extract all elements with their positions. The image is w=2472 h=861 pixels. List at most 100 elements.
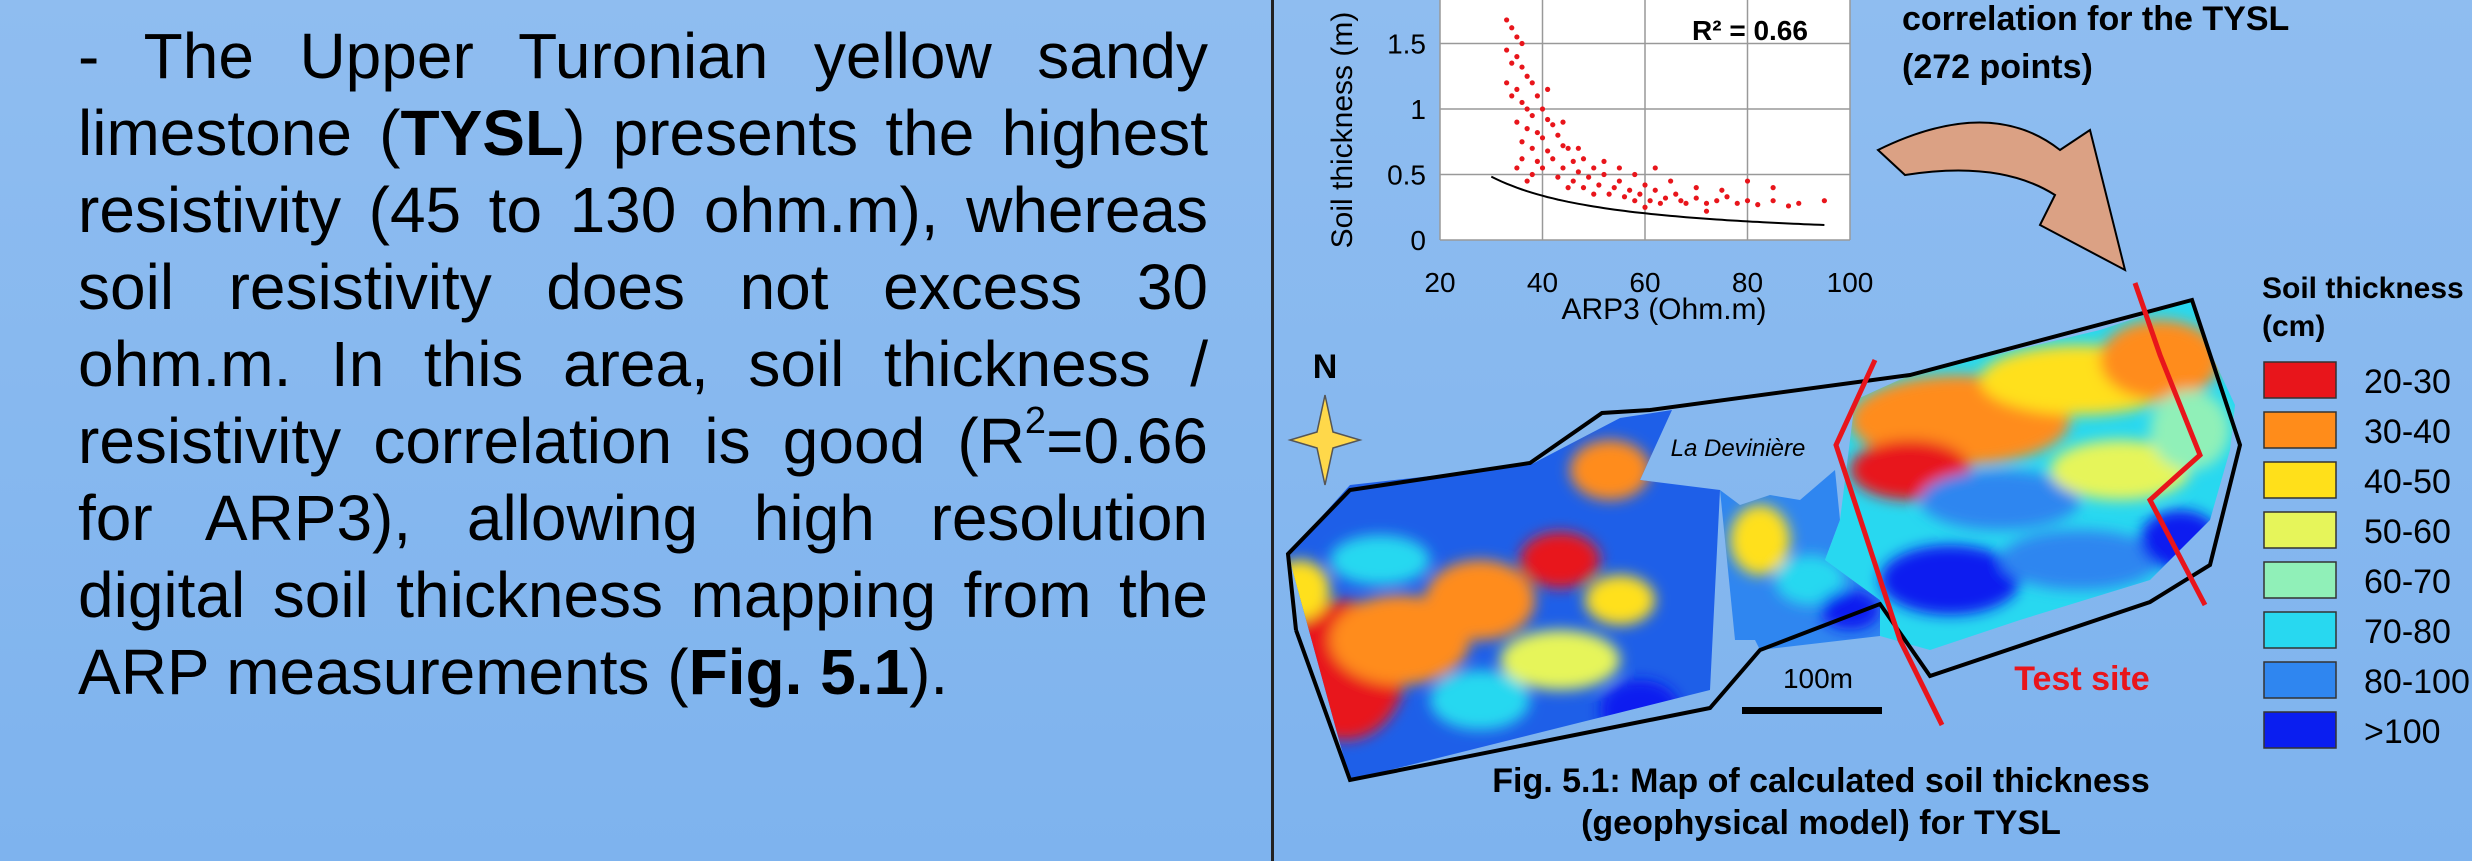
- caption-line1: Fig. 5.1: Map of calculated soil thickne…: [1492, 762, 2150, 800]
- scatter-title-line2: (272 points): [1902, 48, 2093, 86]
- data-point: [1575, 145, 1581, 151]
- data-point: [1642, 182, 1648, 188]
- data-point: [1560, 143, 1566, 149]
- map-region-east: [1825, 300, 2235, 650]
- data-point: [1734, 200, 1740, 206]
- data-point: [1668, 178, 1674, 184]
- data-point: [1539, 135, 1546, 141]
- x-tick-label: 60: [1629, 267, 1660, 298]
- legend-swatch: [2263, 361, 2337, 399]
- data-point: [1637, 191, 1643, 197]
- scatter-title-line1: correlation for the TYSL: [1902, 0, 2289, 38]
- data-point: [1519, 139, 1525, 145]
- data-point: [1755, 202, 1761, 208]
- data-point: [1560, 119, 1566, 125]
- data-point: [1565, 145, 1571, 151]
- map-boundary: [1285, 297, 2243, 783]
- paragraph-text-4: ).: [909, 636, 949, 708]
- test-site-line-east: [2132, 282, 2208, 607]
- data-point: [1714, 198, 1720, 204]
- legend-label: 50-60: [2364, 513, 2451, 551]
- data-point: [1545, 116, 1551, 123]
- data-point: [1632, 171, 1638, 178]
- data-point: [1657, 200, 1663, 206]
- data-point: [1627, 187, 1633, 193]
- data-point: [1591, 191, 1597, 197]
- y-tick-label: 0: [1410, 225, 1426, 256]
- legend-label: 60-70: [2364, 563, 2451, 601]
- legend-swatch: [2263, 511, 2337, 549]
- data-point: [1719, 187, 1725, 193]
- data-point: [1509, 93, 1515, 99]
- data-point: [1580, 185, 1587, 191]
- data-point: [1703, 208, 1710, 214]
- test-site-line-west: [1833, 358, 1945, 727]
- legend-swatch: [2263, 561, 2337, 599]
- legend-label: 40-50: [2364, 463, 2451, 501]
- y-axis-label: Soil thickness (m): [1326, 12, 1359, 249]
- data-point: [1519, 64, 1525, 70]
- data-point: [1652, 187, 1658, 193]
- data-point: [1529, 80, 1535, 86]
- data-point: [1570, 178, 1576, 184]
- data-point: [1703, 200, 1710, 206]
- legend-label: 70-80: [2364, 613, 2451, 651]
- data-point: [1586, 174, 1592, 180]
- data-point: [1514, 86, 1520, 92]
- data-point: [1616, 178, 1622, 184]
- data-point: [1632, 198, 1638, 204]
- legend-swatch: [2263, 611, 2337, 649]
- data-point: [1565, 185, 1571, 191]
- x-tick-label: 80: [1732, 267, 1763, 298]
- vertical-divider: [1271, 0, 1274, 861]
- data-point: [1545, 86, 1551, 92]
- data-point: [1652, 165, 1658, 171]
- data-point: [1662, 195, 1669, 201]
- data-point: [1591, 165, 1597, 171]
- figure-reference: Fig. 5.1: [688, 636, 910, 708]
- data-point: [1770, 185, 1776, 191]
- paragraph-text-1: The Upper Turonian yellow sandy limeston…: [78, 20, 1209, 169]
- data-point: [1642, 204, 1648, 210]
- legend-title-line2: (cm): [2262, 310, 2325, 343]
- data-point: [1601, 171, 1607, 178]
- north-arrow-icon: [1287, 394, 1363, 486]
- data-point: [1785, 203, 1792, 209]
- data-point: [1724, 194, 1730, 200]
- body-paragraph: - The Upper Turonian yellow sandy limest…: [78, 18, 1208, 711]
- map-legend: Soil thickness (cm) 20-30 30-40 40-50 50-60…: [2262, 272, 2470, 751]
- data-point: [1693, 195, 1699, 201]
- tysl-term: TYSL: [400, 97, 565, 169]
- data-point: [1555, 132, 1561, 138]
- data-point: [1509, 25, 1515, 31]
- data-point: [1683, 200, 1689, 206]
- data-point: [1534, 93, 1540, 99]
- scatter-plot: R² = 0.66 20 40 60 80 100 0 0.5 1 1.5 ARP3 (Ohm…: [1326, 0, 1873, 326]
- y-tick-label: 1.5: [1387, 29, 1426, 60]
- legend-swatch: [2263, 411, 2337, 449]
- data-point: [1504, 17, 1510, 23]
- data-point: [1678, 198, 1684, 204]
- data-point: [1524, 106, 1530, 112]
- caption-line2: (geophysical model) for TYSL: [1581, 804, 2061, 842]
- data-point: [1550, 156, 1556, 162]
- data-point: [1519, 99, 1525, 106]
- legend-label: 30-40: [2364, 413, 2451, 451]
- x-tick-label: 20: [1424, 267, 1455, 298]
- legend-swatch: [2263, 661, 2337, 699]
- curved-arrow-icon: [1876, 121, 2127, 272]
- data-point: [1529, 112, 1535, 119]
- data-point: [1539, 165, 1546, 171]
- data-point: [1514, 119, 1520, 125]
- data-point: [1550, 122, 1556, 128]
- data-point: [1514, 54, 1520, 60]
- figure-caption: Fig. 5.1: Map of calculated soil thickne…: [1274, 760, 2368, 844]
- data-point: [1616, 165, 1622, 171]
- data-point: [1519, 40, 1525, 47]
- legend-label: 20-30: [2364, 363, 2451, 401]
- r-squared-annotation: R² = 0.66: [1692, 15, 1808, 46]
- y-tick-label: 0.5: [1387, 160, 1426, 191]
- x-tick-label: 40: [1527, 267, 1558, 298]
- data-point: [1524, 73, 1530, 79]
- data-point: [1509, 60, 1515, 66]
